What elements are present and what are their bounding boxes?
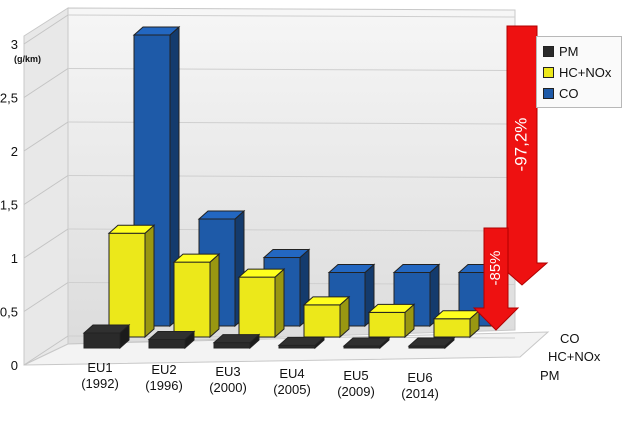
bar-front [433, 318, 471, 338]
arrow-label: -85% [487, 250, 504, 285]
y-tick-label: 2,5 [0, 91, 18, 106]
bar-side [144, 224, 155, 339]
bar-hcnox-2 [237, 267, 286, 339]
bar-top [237, 268, 286, 278]
bar-pm-4 [342, 336, 391, 350]
gridline-side [23, 14, 69, 45]
bar-hcnox-3 [302, 295, 351, 339]
bar-front [213, 342, 251, 349]
bar-top [407, 337, 456, 347]
legend-swatch-pm [543, 46, 554, 57]
y-tick-label: 1 [11, 251, 18, 266]
bar-pm-1 [147, 330, 196, 350]
bar-side [209, 252, 220, 339]
x-tick-label: EU5 (2009) [337, 368, 375, 399]
depth-axis-label: HC+NOx [548, 349, 601, 364]
bar-front [108, 232, 146, 338]
bar-top [212, 334, 261, 344]
bar-front [238, 276, 276, 338]
legend-label-hcnox: HC+NOx [559, 65, 612, 80]
gridline-side [23, 335, 69, 366]
legend-swatch-hcnox [543, 67, 554, 78]
depth-axis-label: CO [560, 331, 580, 346]
bar-front [303, 304, 341, 338]
legend-swatch-co [543, 88, 554, 99]
bar-top [367, 303, 416, 313]
bar-hcnox-1 [172, 252, 221, 339]
bar-hcnox-0 [107, 224, 156, 339]
annotation-hcnox-reduction: -85% [472, 227, 520, 331]
bar-top [172, 253, 221, 263]
bar-top [107, 224, 156, 234]
bar-pm-3 [277, 336, 326, 350]
bar-top [197, 210, 246, 220]
bar-front [83, 332, 121, 349]
legend-label-pm: PM [559, 44, 579, 59]
y-axis-unit: (g/km) [14, 54, 41, 64]
x-tick-label: EU6 (2014) [401, 370, 439, 401]
bar-top [132, 26, 181, 36]
bar-front [173, 261, 211, 338]
y-tick-label: 2 [11, 144, 18, 159]
gridline [67, 14, 516, 18]
legend-item-co: CO [543, 83, 621, 104]
legend-label-co: CO [559, 86, 579, 101]
chart-legend: PM HC+NOx CO [536, 36, 622, 108]
gridline-side [23, 68, 69, 98]
gridline-side [23, 282, 69, 312]
bar-top [302, 296, 351, 306]
arrow-label: -97,2% [511, 118, 530, 172]
x-tick-label: EU3 (2000) [209, 364, 247, 395]
arrow-shape [472, 227, 520, 331]
bar-side [274, 267, 285, 339]
x-tick-label: EU2 (1996) [145, 362, 183, 393]
y-tick-label: 0,5 [0, 305, 18, 320]
bar-top [147, 330, 196, 340]
bar-top [327, 264, 376, 273]
bar-pm-2 [212, 333, 261, 350]
bar-top [262, 249, 311, 259]
bar-top [392, 264, 441, 273]
gridline-side [23, 228, 69, 259]
depth-axis-label: PM [540, 368, 560, 383]
bar-hcnox-4 [367, 303, 416, 339]
bar-hcnox-5 [432, 309, 481, 339]
legend-item-pm: PM [543, 41, 621, 62]
bar-pm-0 [82, 323, 131, 350]
y-tick-label: 0 [11, 358, 18, 373]
bar-pm-5 [407, 336, 456, 350]
bar-top [277, 336, 326, 346]
bar-front [368, 311, 406, 338]
bar-top [82, 324, 131, 334]
x-tick-label: EU4 (2005) [273, 366, 311, 397]
bar-top [342, 337, 391, 347]
bar-front [148, 338, 186, 349]
x-tick-label: EU1 (1992) [81, 360, 119, 391]
legend-item-hcnox: HC+NOx [543, 62, 621, 83]
y-tick-label: 1,5 [0, 198, 18, 213]
y-tick-label: 3 [11, 37, 18, 52]
gridline-side [23, 175, 69, 205]
gridline-side [23, 121, 69, 152]
